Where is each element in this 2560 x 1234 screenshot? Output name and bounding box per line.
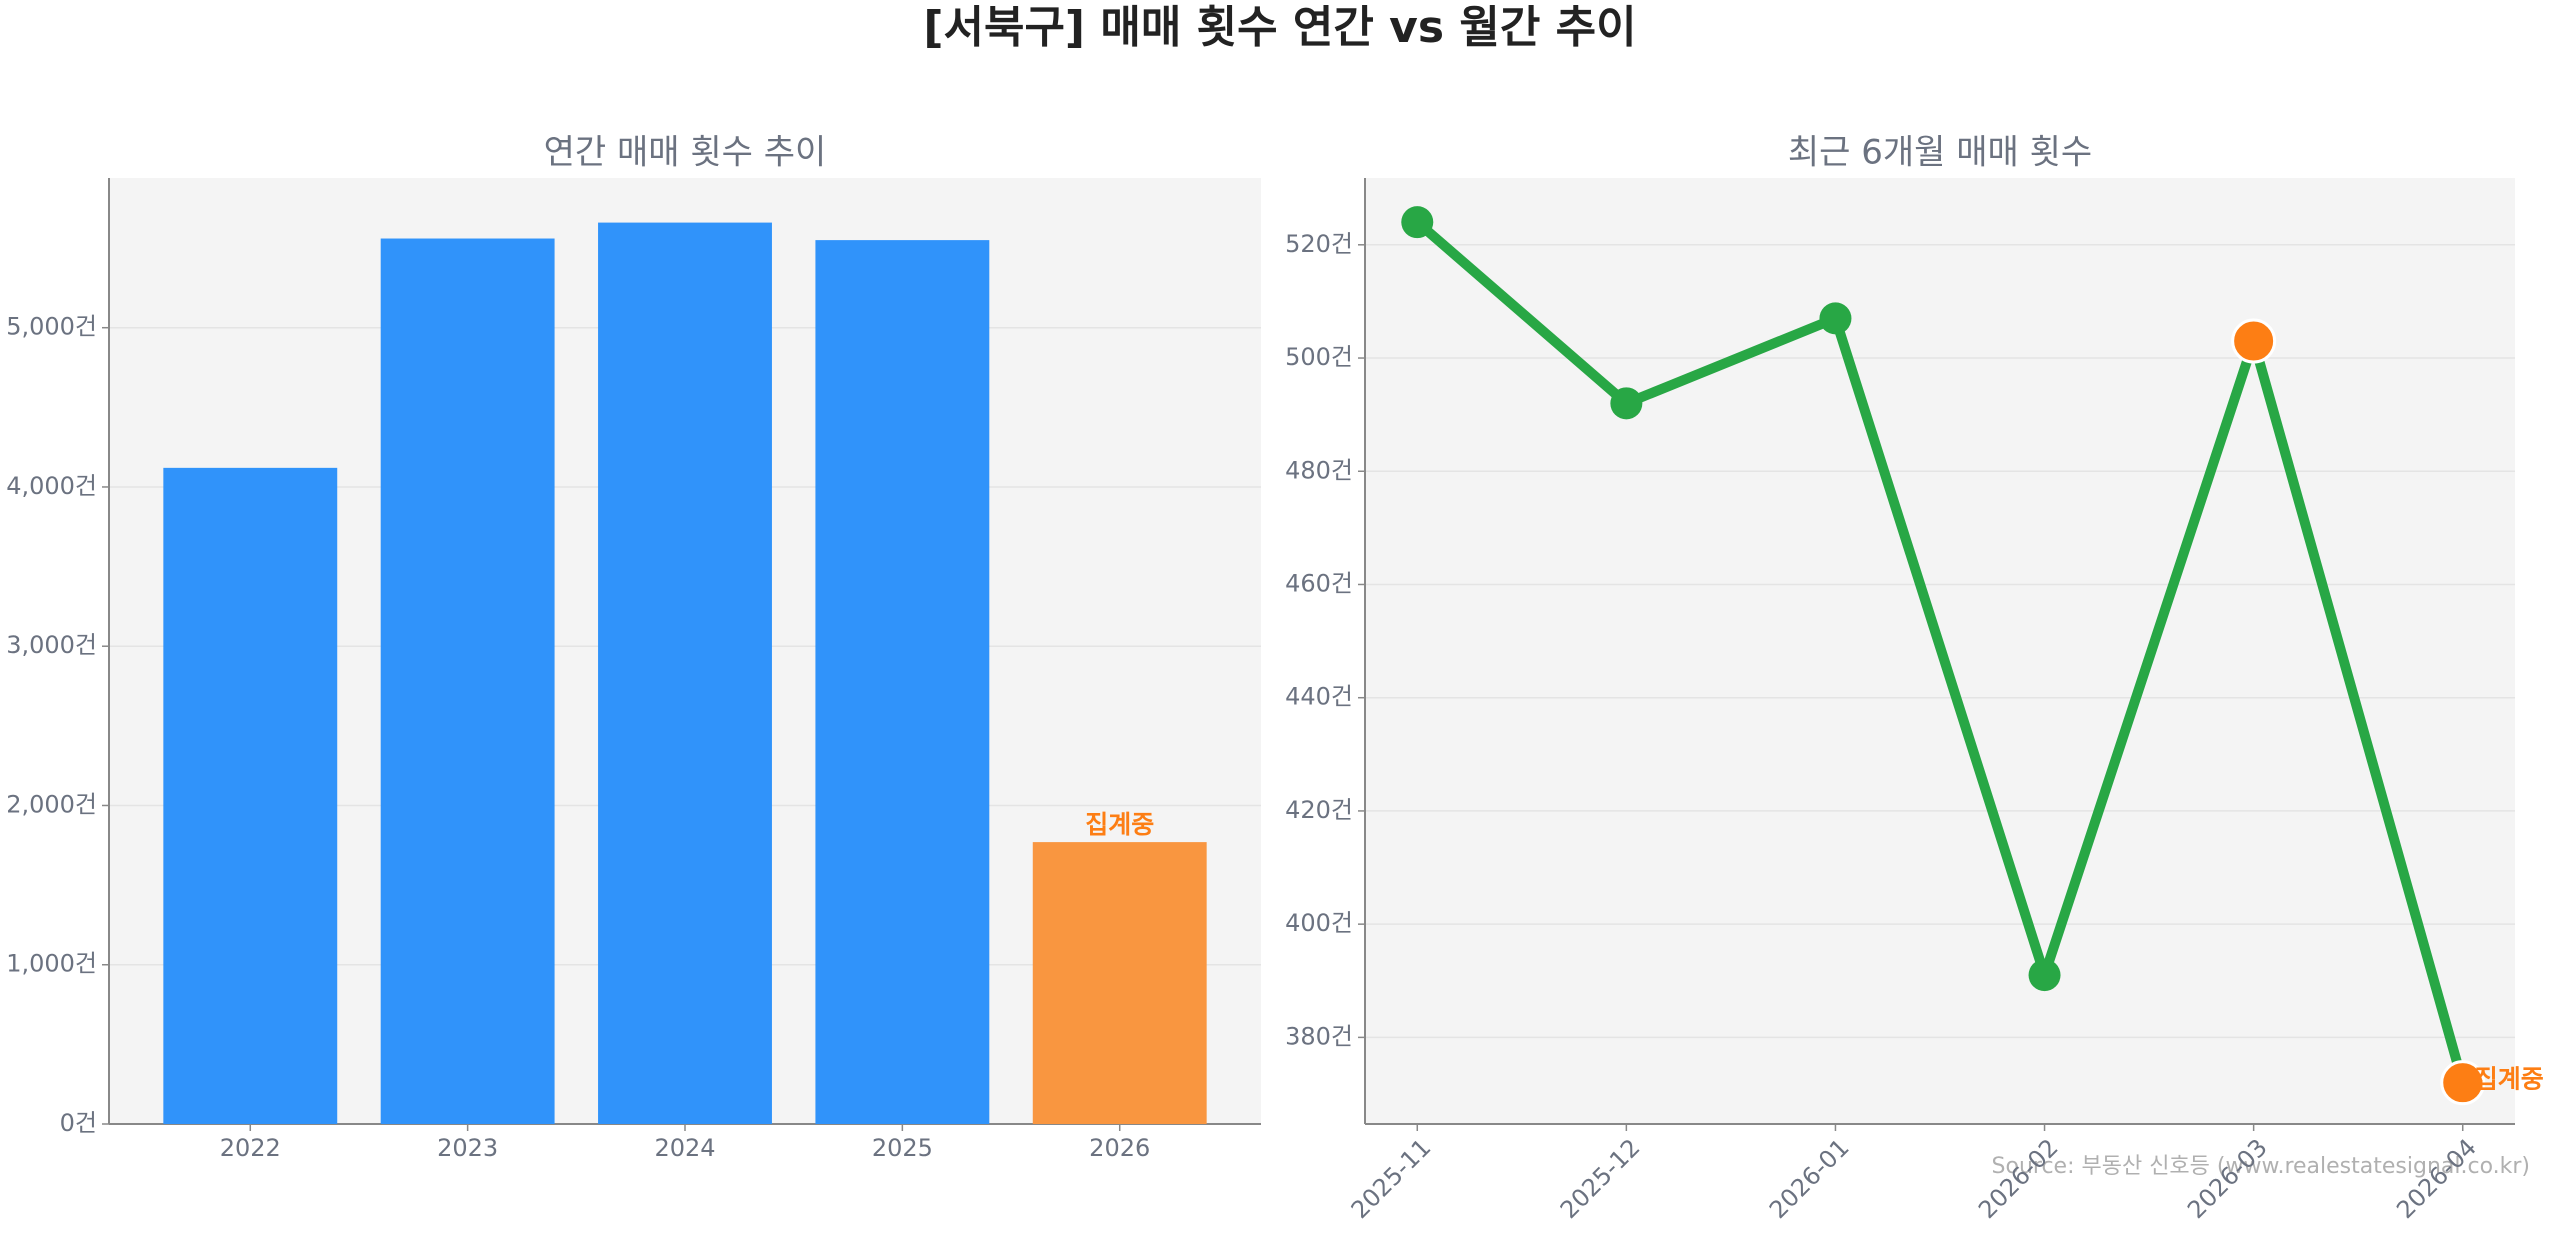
x-tick-label: 2024: [654, 1134, 715, 1162]
y-tick-label: 480건: [1285, 456, 1353, 484]
source: Source: 부동산 신호등 (www.realestatesignal.co…: [1992, 1154, 2530, 1179]
point: [2231, 318, 2277, 364]
x-tick-label: 2026: [1089, 1134, 1150, 1162]
bar: [1032, 842, 1207, 1124]
y-tick-label: 440건: [1285, 683, 1353, 711]
bar: [163, 467, 338, 1125]
y-tick-label: 0건: [60, 1109, 97, 1137]
x-tick-label: 2025-12: [1555, 1133, 1646, 1224]
annotation: 집계중: [1085, 810, 1154, 839]
y-tick-label: 400건: [1285, 909, 1353, 937]
y-tick-label: 1,000건: [6, 950, 97, 978]
y-tick-label: 500건: [1285, 343, 1353, 371]
y-tick-label: 420건: [1285, 796, 1353, 824]
x-tick-label: 2023: [437, 1134, 498, 1162]
x-tick-label: 2022: [220, 1134, 281, 1162]
bar: [815, 240, 990, 1125]
y-tick-label: 380건: [1285, 1022, 1353, 1050]
subplot-title: 최근 6개월 매매 횟수: [1788, 133, 2092, 173]
x-tick-label: 2025-11: [1346, 1133, 1437, 1224]
chart-title: [서북구] 매매 횟수 연간 vs 월간 추이: [923, 2, 1636, 53]
y-tick-label: 520건: [1285, 230, 1353, 258]
point: [1819, 302, 1852, 335]
point: [1610, 387, 1643, 420]
point: [1401, 206, 1434, 239]
bar: [598, 222, 772, 1124]
bar: [380, 238, 555, 1124]
y-tick-label: 5,000건: [6, 313, 97, 341]
y-tick-label: 460건: [1285, 569, 1353, 597]
y-tick-label: 3,000건: [6, 631, 97, 659]
y-tick-label: 2,000건: [6, 790, 97, 818]
annotation: 집계중: [2475, 1065, 2544, 1094]
x-tick-label: 2025: [872, 1134, 933, 1162]
point: [2028, 959, 2061, 992]
subplot-title: 연간 매매 횟수 추이: [544, 133, 827, 173]
x-tick-label: 2026-01: [1764, 1133, 1855, 1224]
line: [1413, 218, 2468, 1085]
y-tick-label: 4,000건: [6, 472, 97, 500]
point: [2440, 1060, 2486, 1106]
